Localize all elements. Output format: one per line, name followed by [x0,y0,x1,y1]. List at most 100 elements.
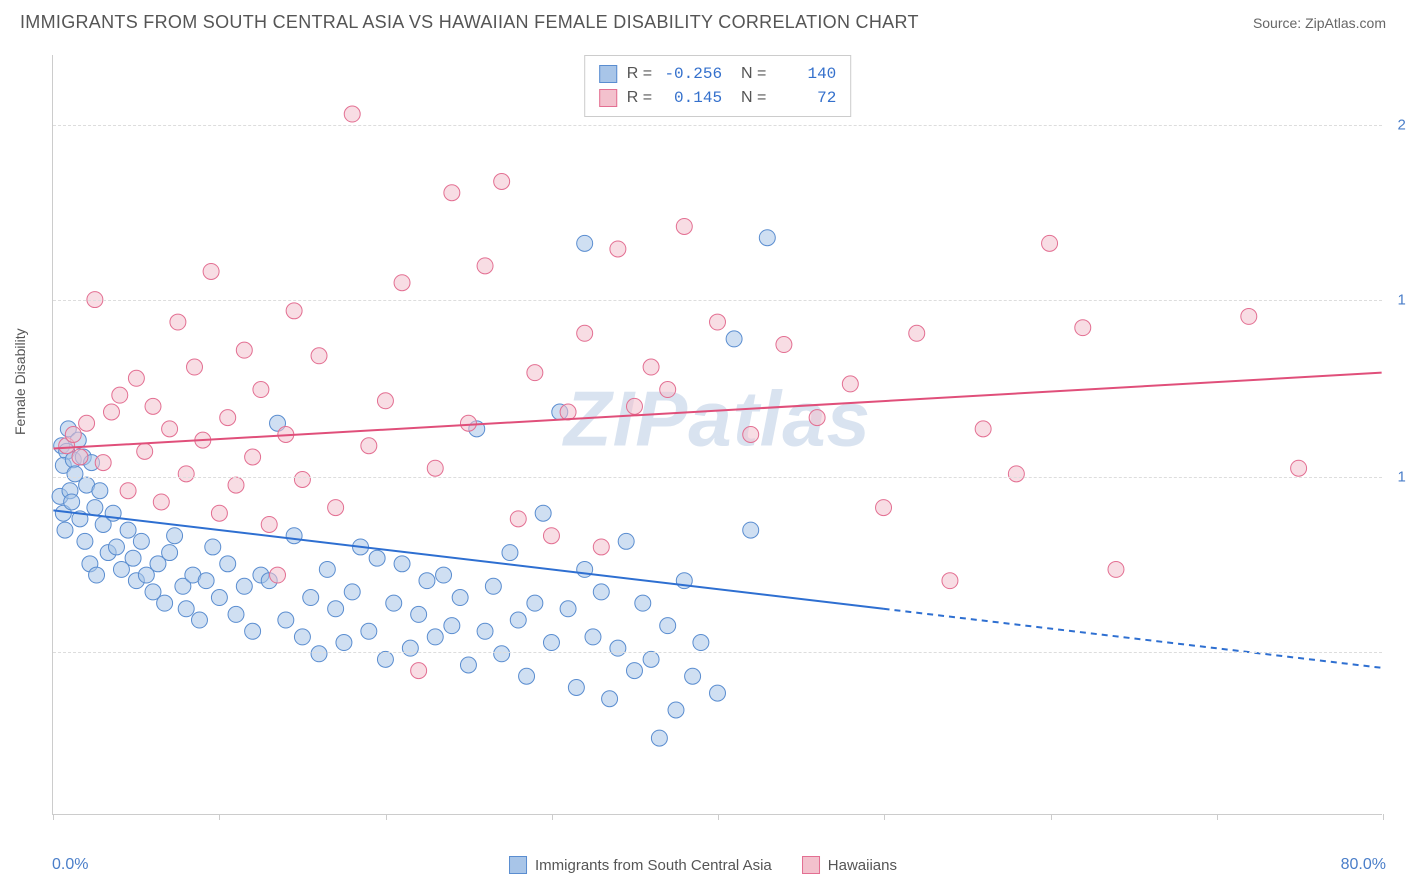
data-point [319,561,335,577]
data-point [77,533,93,549]
chart-title: IMMIGRANTS FROM SOUTH CENTRAL ASIA VS HA… [20,12,919,33]
data-point [245,449,261,465]
trend-line-extrapolated [884,609,1382,668]
trend-line [53,373,1381,449]
data-point [120,522,136,538]
x-tick [219,814,220,820]
data-point [328,601,344,617]
data-point [1075,320,1091,336]
data-point [593,584,609,600]
data-point [685,668,701,684]
data-point [411,606,427,622]
data-point [220,410,236,426]
data-point [361,438,377,454]
data-point [167,528,183,544]
data-point [153,494,169,510]
data-point [87,500,103,516]
data-point [108,539,124,555]
data-point [726,331,742,347]
data-point [162,421,178,437]
stat-r-value: -0.256 [662,62,722,86]
data-point [311,646,327,662]
data-point [909,325,925,341]
data-point [626,398,642,414]
data-point [64,494,80,510]
data-point [377,651,393,667]
data-point [198,573,214,589]
data-point [236,578,252,594]
data-point [253,382,269,398]
data-point [419,573,435,589]
data-point [842,376,858,392]
data-point [643,651,659,667]
data-point [228,477,244,493]
data-point [270,567,286,583]
stat-label: N = [732,62,766,86]
data-point [1008,466,1024,482]
data-point [602,691,618,707]
gridline [53,125,1382,126]
data-point [610,241,626,257]
data-point [228,606,244,622]
data-point [975,421,991,437]
data-point [103,404,119,420]
correlation-stats-box: R =-0.256 N =140R =0.145 N =72 [584,55,852,117]
gridline [53,300,1382,301]
data-point [710,685,726,701]
data-point [170,314,186,330]
data-point [133,533,149,549]
gridline [53,477,1382,478]
data-point [1241,308,1257,324]
data-point [460,657,476,673]
data-point [510,612,526,628]
data-point [286,528,302,544]
data-point [112,387,128,403]
data-point [178,466,194,482]
data-point [610,640,626,656]
x-axis-min-label: 0.0% [52,856,88,874]
data-point [211,590,227,606]
data-point [676,218,692,234]
data-point [759,230,775,246]
data-point [444,185,460,201]
data-point [394,275,410,291]
data-point [494,174,510,190]
stat-n-value: 72 [776,86,836,110]
legend-swatch [509,856,527,874]
data-point [626,663,642,679]
data-point [65,427,81,443]
x-axis-max-label: 80.0% [1341,856,1386,874]
data-point [519,668,535,684]
data-point [286,303,302,319]
gridline [53,652,1382,653]
data-point [145,398,161,414]
data-point [187,359,203,375]
data-point [651,730,667,746]
data-point [502,545,518,561]
stats-row: R =0.145 N =72 [599,86,837,110]
source-attribution: Source: ZipAtlas.com [1253,15,1386,31]
x-tick [53,814,54,820]
data-point [452,590,468,606]
data-point [427,460,443,476]
data-point [72,449,88,465]
data-point [120,483,136,499]
data-point [477,623,493,639]
data-point [527,365,543,381]
data-point [660,618,676,634]
legend-item: Hawaiians [802,856,897,874]
data-point [743,427,759,443]
data-point [436,567,452,583]
stat-n-value: 140 [776,62,836,86]
data-point [577,325,593,341]
data-point [311,348,327,364]
x-tick [884,814,885,820]
data-point [460,415,476,431]
stat-label: N = [732,86,766,110]
data-point [203,263,219,279]
data-point [535,505,551,521]
data-point [369,550,385,566]
legend-label: Hawaiians [828,857,897,874]
data-point [178,601,194,617]
data-point [560,601,576,617]
